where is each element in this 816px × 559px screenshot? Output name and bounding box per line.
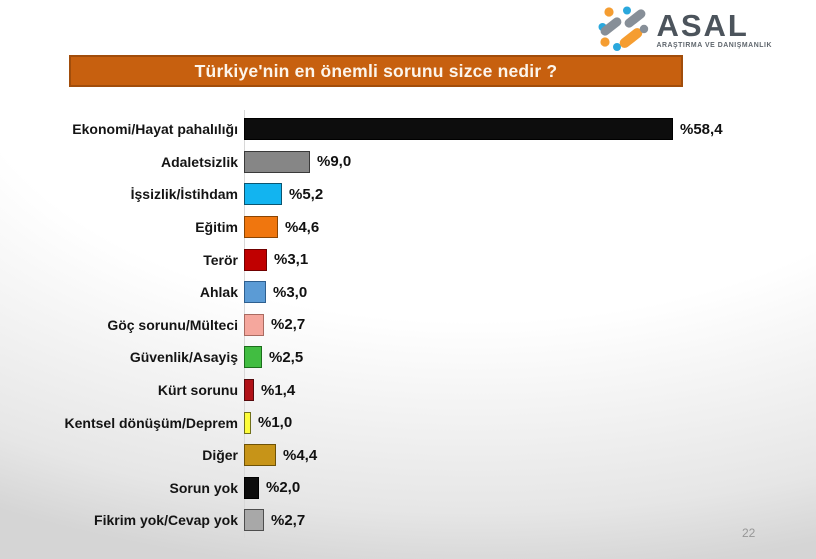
bar-row: Eğitim %4,6 [30,211,790,244]
category-label: İşsizlik/İstihdam [130,186,238,203]
bar-row: Fikrim yok/Cevap yok %2,7 [30,504,790,537]
bar-row: Kentsel dönüşüm/Deprem %1,0 [30,406,790,439]
bar-zone: %4,4 [244,439,317,472]
category-label: Kürt sorunu [157,382,238,399]
category-label: Göç sorunu/Mülteci [107,316,238,333]
bar-row: Adaletsizlik %9,0 [30,146,790,179]
bar-row: Sorun yok %2,0 [30,472,790,505]
bar [244,346,262,369]
asal-logo-subtitle: ARAŞTIRMA VE DANIŞMANLIK [656,41,772,49]
bar [244,118,673,141]
category-label: Terör [203,251,238,268]
bar-zone: %3,0 [244,276,307,309]
bar-zone: %2,7 [244,504,305,537]
category-label: Ekonomi/Hayat pahalılığı [72,121,238,138]
category-label: Adaletsizlik [160,153,238,170]
bar-chart: Ekonomi/Hayat pahalılığı %58,4 Adaletsizli… [30,113,790,537]
chart-title-banner: Türkiye'nin en önemli sorunu sizce nedir… [69,55,683,87]
bar-zone: %58,4 [244,113,723,146]
bar-zone: %1,4 [244,374,295,407]
bar-row: Terör %3,1 [30,243,790,276]
bar-zone: %5,2 [244,178,323,211]
bar-row: İşsizlik/İstihdam %5,2 [30,178,790,211]
bar-row: Güvenlik/Asayiş %2,5 [30,341,790,374]
value-label: %1,0 [258,414,293,432]
bar [244,444,276,467]
bar-zone: %4,6 [244,211,319,244]
asal-logo-mark [598,6,649,51]
bar [244,150,310,173]
bar-row: Ekonomi/Hayat pahalılığı %58,4 [30,113,790,146]
bar-row: Diğer %4,4 [30,439,790,472]
bar-zone: %1,0 [244,406,292,439]
value-label: %9,0 [317,153,352,171]
value-label: %2,7 [271,316,306,334]
bar-zone: %9,0 [244,146,351,179]
bar-row: Ahlak %3,0 [30,276,790,309]
bar [244,476,259,499]
bar-row: Göç sorunu/Mülteci %2,7 [30,309,790,342]
bar [244,183,282,206]
category-label: Diğer [202,447,238,464]
category-label: Güvenlik/Asayiş [129,349,238,366]
bar [244,281,266,304]
bar-rows: Ekonomi/Hayat pahalılığı %58,4 Adaletsizli… [30,113,790,537]
value-label: %1,4 [261,381,296,399]
bar [244,313,264,336]
chart-title: Türkiye'nin en önemli sorunu sizce nedir… [194,60,558,81]
category-label: Kentsel dönüşüm/Deprem [64,414,238,431]
value-label: %5,2 [289,185,324,203]
value-label: %4,4 [283,446,318,464]
bar-zone: %3,1 [244,243,308,276]
bar [244,509,264,532]
bar [244,248,267,271]
category-label: Ahlak [199,284,238,301]
asal-logo-name: ASAL [656,7,749,43]
bar [244,379,254,402]
value-label: %3,0 [273,283,308,301]
bar-row: Kürt sorunu %1,4 [30,374,790,407]
value-label: %2,7 [271,511,306,529]
page-number: 22 [742,526,756,540]
bar-zone: %2,7 [244,309,305,342]
bar-zone: %2,0 [244,472,300,505]
category-label: Sorun yok [169,479,238,496]
asal-logo: ASAL ARAŞTIRMA VE DANIŞMANLIK [596,6,772,52]
value-label: %3,1 [274,251,309,269]
bar-zone: %2,5 [244,341,303,374]
category-label: Fikrim yok/Cevap yok [94,512,238,529]
bar [244,411,251,434]
category-label: Eğitim [195,219,238,236]
value-label: %58,4 [680,120,723,138]
value-label: %2,5 [269,348,304,366]
value-label: %4,6 [285,218,320,236]
bar [244,216,278,239]
value-label: %2,0 [266,479,301,497]
